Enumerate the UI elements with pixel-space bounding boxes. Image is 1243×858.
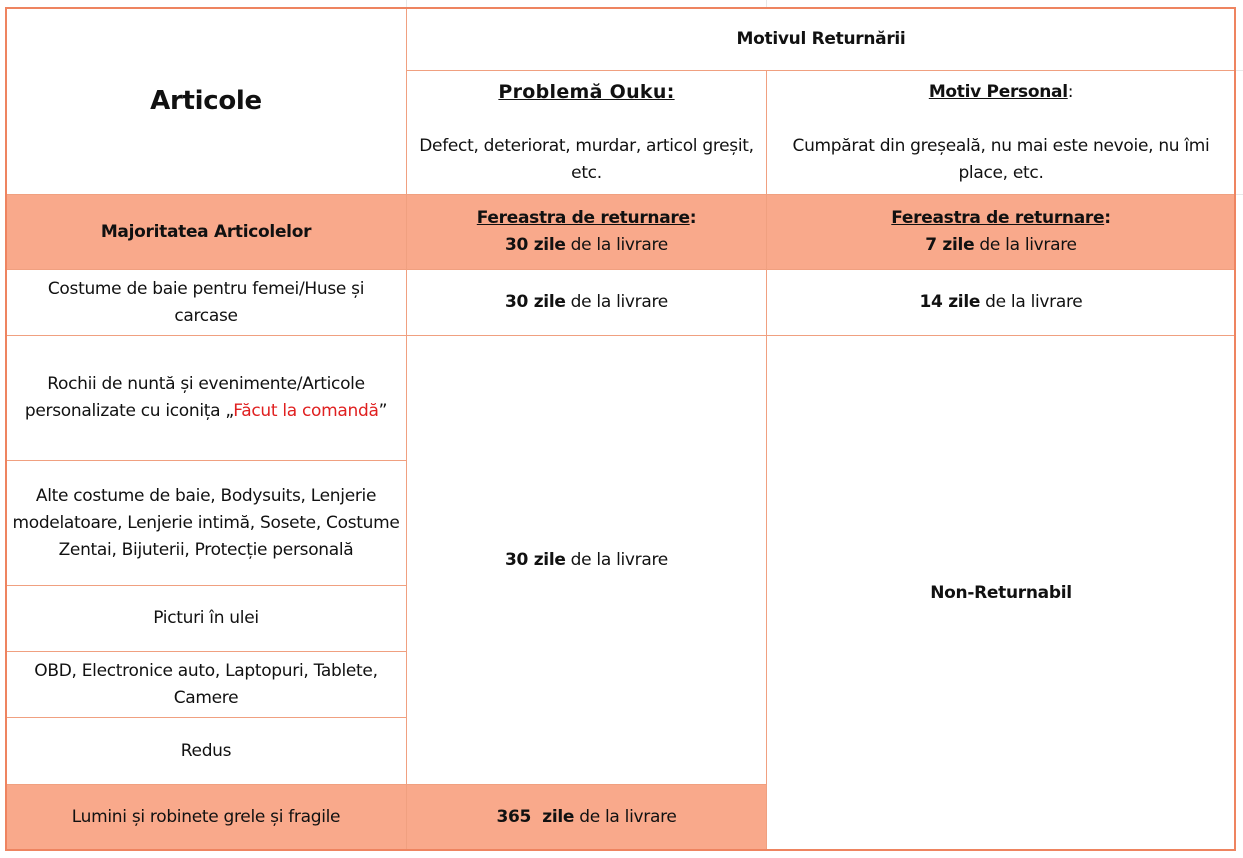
item-label: OBD, Electronice auto, Laptopuri, Tablet… <box>34 660 378 708</box>
window-label: Fereastra de returnare <box>476 208 690 228</box>
days-value: 30 zile <box>505 292 566 312</box>
row-item-oil-paintings: Picturi în ulei <box>5 585 407 652</box>
item-label: Majoritatea Articolelor <box>100 221 312 242</box>
made-to-order-label: Făcut la comandă <box>233 401 379 421</box>
ouku-description: Defect, deteriorat, murdar, articol greș… <box>419 136 754 183</box>
colon: : <box>689 208 697 228</box>
header-ouku: Problemă Ouku: Defect, deteriorat, murda… <box>406 70 767 195</box>
row-item-swimwear: Costume de baie pentru femei/Huse și car… <box>5 269 407 336</box>
header-reason: Motivul Returnării <box>406 7 1236 71</box>
personal-description: Cumpărat din greșeală, nu mai este nevoi… <box>792 136 1210 183</box>
row-item-electronics: OBD, Electronice auto, Laptopuri, Tablet… <box>5 651 407 718</box>
row-ouku-lights-faucets: 365 zile de la livrare <box>406 784 767 851</box>
header-articles-text: Articole <box>150 85 262 116</box>
colon: : <box>1104 208 1111 228</box>
from-delivery: de la livrare <box>565 235 669 255</box>
window-label: Fereastra de returnare <box>891 208 1105 228</box>
row-ouku-swimwear: 30 zile de la livrare <box>406 269 767 336</box>
personal-colon: : <box>1067 82 1074 102</box>
ouku-title: Problemă Ouku: <box>498 81 675 103</box>
item-label: Rochii de nuntă și evenimente/Articole p… <box>24 374 365 421</box>
days-value: 365 zile <box>496 807 575 827</box>
merged-personal-non-returnable: Non-Returnabil <box>766 335 1236 851</box>
days-value: 14 zile <box>919 292 981 312</box>
from-delivery: de la livrare <box>565 549 669 570</box>
personal-title: Motiv Personal <box>928 82 1068 102</box>
row-item-majority: Majoritatea Articolelor <box>5 194 407 270</box>
non-returnable-label: Non-Returnabil <box>930 582 1072 603</box>
header-articles: Articole <box>5 7 407 195</box>
days-value: 30 zile <box>505 235 566 255</box>
item-label: Redus <box>180 740 232 761</box>
from-delivery: de la livrare <box>980 292 1083 312</box>
item-label: Alte costume de baie, Bodysuits, Lenjeri… <box>12 485 400 560</box>
row-item-other-swimwear: Alte costume de baie, Bodysuits, Lenjeri… <box>5 460 407 586</box>
row-item-discounted: Redus <box>5 717 407 785</box>
from-delivery: de la livrare <box>974 235 1077 255</box>
header-personal: Motiv Personal: Cumpărat din greșeală, n… <box>766 70 1236 195</box>
days-value: 7 zile <box>925 235 975 255</box>
from-delivery: de la livrare <box>574 807 677 827</box>
row-personal-swimwear: 14 zile de la livrare <box>766 269 1236 336</box>
merged-ouku-30-days: 30 zile de la livrare <box>406 335 767 785</box>
item-label: Picturi în ulei <box>153 608 259 628</box>
row-ouku-majority: Fereastra de returnare: 30 zile de la li… <box>406 194 767 270</box>
item-label: Lumini și robinete grele și fragile <box>71 807 341 827</box>
header-reason-text: Motivul Returnării <box>736 28 906 49</box>
row-item-wedding: Rochii de nuntă și evenimente/Articole p… <box>5 335 407 461</box>
days-value: 30 zile <box>505 549 566 570</box>
row-item-lights-faucets: Lumini și robinete grele și fragile <box>5 784 407 851</box>
from-delivery: de la livrare <box>565 292 669 312</box>
quote-close: ” <box>378 401 388 421</box>
row-personal-majority: Fereastra de returnare: 7 zile de la liv… <box>766 194 1236 270</box>
item-label: Costume de baie pentru femei/Huse și car… <box>47 278 365 326</box>
